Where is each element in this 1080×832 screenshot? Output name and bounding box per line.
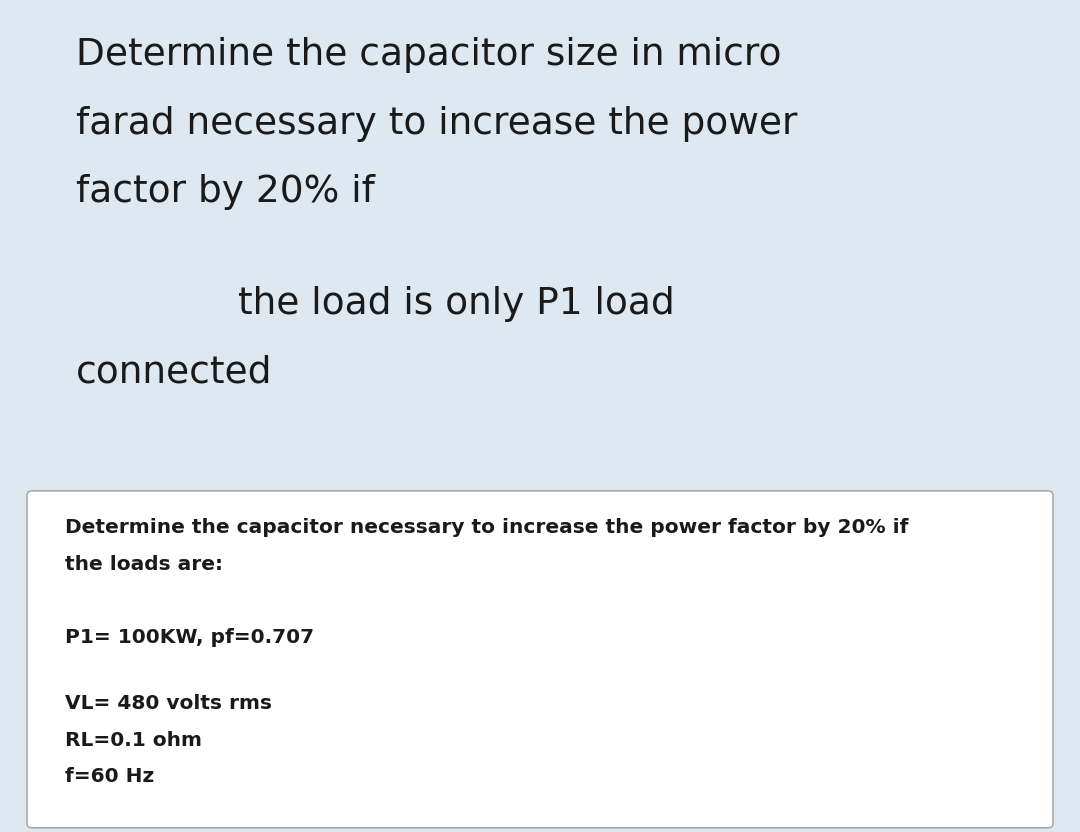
Text: P1= 100KW, pf=0.707: P1= 100KW, pf=0.707: [65, 628, 314, 647]
Text: Determine the capacitor necessary to increase the power factor by 20% if: Determine the capacitor necessary to inc…: [65, 518, 908, 537]
Text: farad necessary to increase the power: farad necessary to increase the power: [76, 106, 797, 141]
Text: VL= 480 volts rms: VL= 480 volts rms: [65, 694, 272, 713]
Text: the loads are:: the loads are:: [65, 555, 222, 574]
Text: connected: connected: [76, 354, 272, 390]
Text: Determine the capacitor size in micro: Determine the capacitor size in micro: [76, 37, 781, 73]
FancyBboxPatch shape: [27, 491, 1053, 828]
Text: factor by 20% if: factor by 20% if: [76, 174, 375, 210]
Text: f=60 Hz: f=60 Hz: [65, 767, 154, 786]
Text: RL=0.1 ohm: RL=0.1 ohm: [65, 730, 202, 750]
Text: the load is only P1 load: the load is only P1 load: [238, 286, 674, 322]
